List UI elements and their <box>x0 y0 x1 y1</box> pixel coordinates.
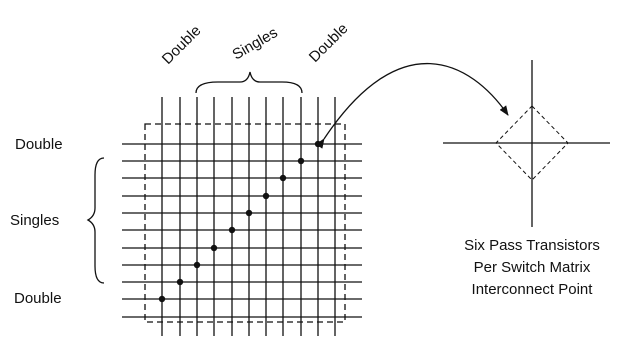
interconnect-point <box>314 140 322 148</box>
interconnect-point <box>279 174 287 182</box>
top-singles-brace <box>195 71 303 94</box>
left-singles-label: Singles <box>10 212 59 229</box>
top-left-double-label: Double <box>159 22 205 68</box>
callout-arrow <box>315 62 509 149</box>
interconnect-points <box>158 140 322 303</box>
grid-horizontal-lines <box>122 143 362 318</box>
left-singles-brace <box>86 157 105 284</box>
caption-line-3: Interconnect Point <box>472 281 594 298</box>
caption-line-2: Per Switch Matrix <box>474 259 591 276</box>
left-bottom-double-label: Double <box>14 290 62 307</box>
interconnect-point <box>297 157 305 165</box>
interconnect-point <box>176 278 184 286</box>
interconnect-point <box>228 226 236 234</box>
interconnect-point <box>193 261 201 269</box>
top-right-double-label: Double <box>306 20 352 66</box>
interconnect-detail <box>443 60 610 227</box>
interconnect-point <box>262 192 270 200</box>
interconnect-point <box>245 209 253 217</box>
interconnect-point <box>210 244 218 252</box>
left-top-double-label: Double <box>15 136 63 153</box>
switch-matrix-boundary <box>144 123 346 323</box>
grid-vertical-lines <box>161 97 336 336</box>
top-singles-label: Singles <box>230 24 281 63</box>
interconnect-point <box>158 295 166 303</box>
caption-line-1: Six Pass Transistors <box>464 237 600 254</box>
